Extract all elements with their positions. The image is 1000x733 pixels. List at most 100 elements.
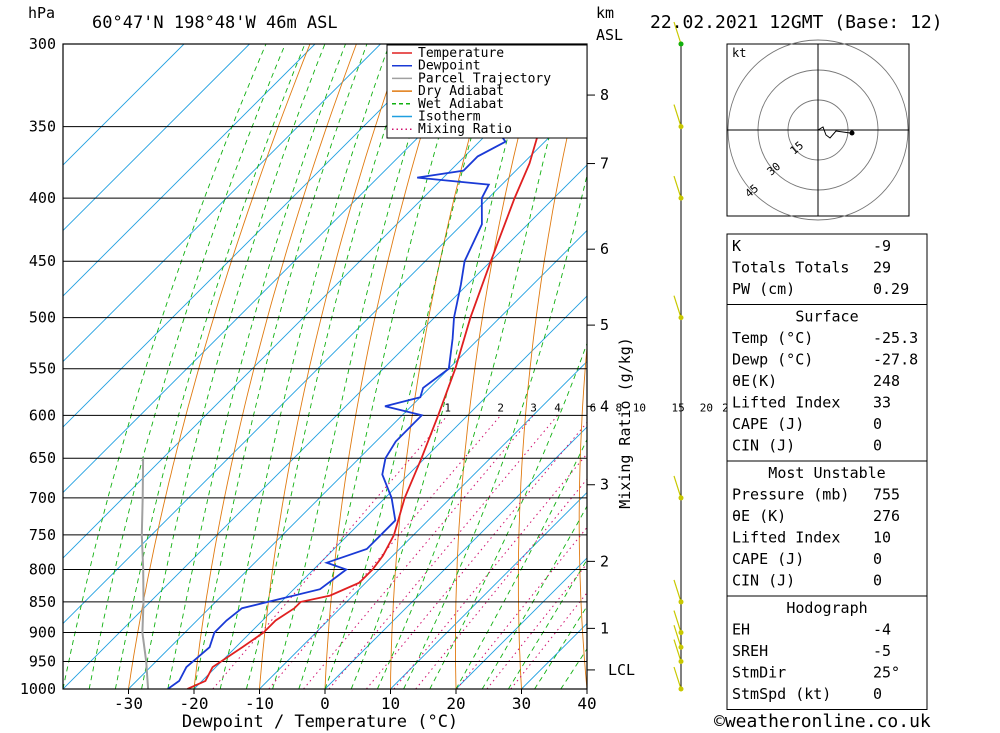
parcel-trajectory-line xyxy=(140,458,150,689)
index-value: 0.29 xyxy=(873,280,909,298)
index-value: 276 xyxy=(873,507,900,525)
index-label: PW (cm) xyxy=(732,280,795,298)
temperature-tick-label: 10 xyxy=(381,694,400,713)
pressure-tick-label: 850 xyxy=(29,593,56,611)
mixing-ratio-line xyxy=(456,526,587,689)
pressure-axis: 300 350 400 450 500 550 600 650 700 750 800 850 900 9… xyxy=(20,35,56,698)
indices-block xyxy=(726,460,928,597)
index-value: 0 xyxy=(873,437,882,455)
wind-barb-staff xyxy=(673,475,682,499)
isotherm-line xyxy=(324,426,587,689)
isobar-lines xyxy=(63,43,587,690)
index-value: 33 xyxy=(873,394,891,412)
legend-label: Isotherm xyxy=(418,110,481,125)
mixing-ratio-line xyxy=(328,414,558,689)
isotherm-line xyxy=(63,44,512,494)
mixing-ratio-axis-title: Mixing Ratio (g/kg) xyxy=(616,337,634,509)
pressure-tick-label: 650 xyxy=(29,449,56,467)
temperature-tick-label: -10 xyxy=(245,694,274,713)
index-label: θE (K) xyxy=(732,507,786,525)
pressure-tick-label: 600 xyxy=(29,406,56,424)
legend-label: Wet Adiabat xyxy=(418,97,504,112)
temperature-tick-label: -30 xyxy=(114,694,143,713)
mixing-ratio-label: 15 xyxy=(671,401,684,414)
wet-adiabat-line xyxy=(403,173,587,689)
pressure-tick-label: 450 xyxy=(29,252,56,270)
isotherm-line xyxy=(63,164,587,689)
pressure-tick-label: 800 xyxy=(29,561,56,579)
pressure-tick-label: 950 xyxy=(29,653,56,671)
legend-label: Temperature xyxy=(418,46,504,61)
index-label: CIN (J) xyxy=(732,572,795,590)
isotherm-line xyxy=(63,44,316,297)
indices-block-title: Surface xyxy=(795,308,858,326)
height-tick-label: 3 xyxy=(600,476,609,494)
pressure-tick-label: 500 xyxy=(29,309,56,327)
isotherm-line xyxy=(455,557,587,689)
isotherm-line xyxy=(128,229,587,689)
site-credit: ©weatheronline.co.uk xyxy=(714,711,931,732)
index-value: -4 xyxy=(873,621,891,639)
height-tick-label: 5 xyxy=(600,316,609,334)
mixing-ratio-label: 10 xyxy=(633,401,646,414)
mixing-ratio-label: 2 xyxy=(497,401,504,414)
height-tick-label: 2 xyxy=(600,552,609,570)
isotherm-line xyxy=(63,44,381,363)
isotherm-line xyxy=(63,98,587,625)
index-value: 0 xyxy=(873,572,882,590)
wind-profile xyxy=(673,21,684,692)
index-value: 248 xyxy=(873,372,900,390)
isotherm-line xyxy=(63,44,447,428)
mixing-ratio-line xyxy=(393,453,587,689)
index-label: Totals Totals xyxy=(732,259,849,277)
height-tick-label: 8 xyxy=(600,86,609,104)
mixing-ratio-labels: 12346810152025 xyxy=(444,401,735,414)
height-tick-label: 6 xyxy=(600,240,609,258)
pressure-tick-label: 1000 xyxy=(20,680,56,698)
mixing-ratio-label: 3 xyxy=(530,401,537,414)
index-value: 755 xyxy=(873,486,900,504)
index-value: 10 xyxy=(873,529,891,547)
index-value: -9 xyxy=(873,237,891,255)
wet-adiabat-line xyxy=(429,342,587,689)
wet-adiabat-line xyxy=(141,44,326,689)
asl-unit-label: ASL xyxy=(596,26,623,44)
index-value: 0 xyxy=(873,415,882,433)
index-label: EH xyxy=(732,621,750,639)
height-tick-label: LCL xyxy=(608,661,635,679)
mixing-ratio-label: 6 xyxy=(590,401,597,414)
indices-table: K -9 Totals Totals 29 PW (cm) 0.29 Surface Temp… xyxy=(726,233,928,710)
dry-adiabat-line xyxy=(958,44,1000,689)
storm-motion-marker xyxy=(849,130,855,136)
index-label: Lifted Index xyxy=(732,529,840,547)
dry-adiabat-line xyxy=(324,44,450,689)
pressure-tick-label: 350 xyxy=(29,118,56,136)
indices-block xyxy=(726,233,928,305)
wet-adiabat-line xyxy=(298,44,468,689)
isotherm-line xyxy=(390,491,587,689)
temperature-tick-label: 40 xyxy=(577,694,596,713)
wet-adiabat-line xyxy=(167,44,346,689)
index-label: StmSpd (kt) xyxy=(732,685,831,703)
wet-adiabat-line xyxy=(193,44,368,689)
legend-label: Dewpoint xyxy=(418,59,481,74)
index-label: Dewp (°C) xyxy=(732,351,813,369)
legend-label: Dry Adiabat xyxy=(418,84,504,99)
index-label: K xyxy=(732,237,741,255)
wind-barb-staff xyxy=(673,295,682,318)
indices-block xyxy=(726,595,928,710)
index-label: CIN (J) xyxy=(732,437,795,455)
wet-adiabat-line xyxy=(481,505,587,689)
height-tick-label: 4 xyxy=(600,397,609,415)
mixing-ratio-line xyxy=(212,414,449,689)
dry-adiabat-line xyxy=(128,44,311,689)
mixing-ratio-line xyxy=(366,421,587,689)
pressure-tick-label: 400 xyxy=(29,189,56,207)
isotherm-line xyxy=(63,44,250,232)
isotherm-line xyxy=(259,360,587,689)
index-label: Temp (°C) xyxy=(732,329,813,347)
index-value: 0 xyxy=(873,550,882,568)
